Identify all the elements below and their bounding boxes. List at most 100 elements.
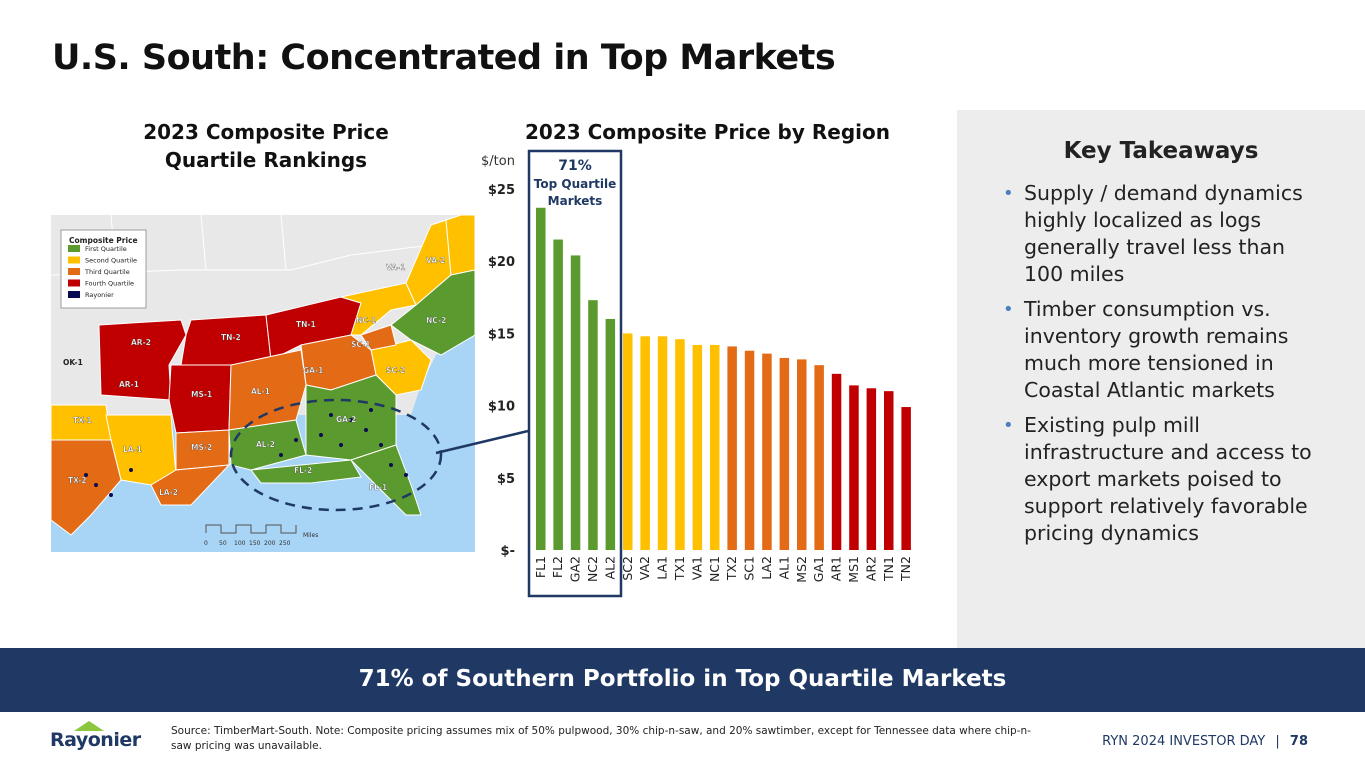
bar-chart: $/ton $- $5 $10 $15 $20 $25 FL1 FL2 GA2 NC2 AL2 SC2…	[481, 149, 913, 598]
rayonier-logo-mark	[74, 721, 104, 731]
x-tick-label: AL1	[776, 556, 791, 579]
bar-sc2	[623, 333, 633, 550]
region-label: GA-1	[303, 366, 323, 375]
scale-unit: Miles	[303, 532, 318, 539]
map-legend: Composite Price First Quartile Second Qua…	[60, 229, 147, 309]
region-label: TX-2	[68, 476, 87, 485]
bar-ga2	[570, 255, 581, 550]
bullet-icon: •	[1003, 299, 1014, 320]
x-tick-label: VA2	[637, 556, 652, 580]
x-tick-label: GA2	[568, 556, 583, 582]
bar-va1	[692, 344, 703, 550]
bar-fl1	[536, 207, 546, 550]
region-label: SC-2	[386, 366, 405, 375]
event-label: RYN 2024 INVESTOR DAY	[1102, 734, 1266, 749]
bar-al1	[779, 357, 790, 550]
region-label: AL-2	[256, 440, 275, 449]
map-graphic: Composite Price First Quartile Second Qua…	[51, 215, 475, 552]
x-tick-label: TN2	[898, 556, 913, 582]
bar-series	[536, 207, 911, 550]
bar-tn1	[884, 391, 894, 550]
scale-tick-label: 250	[279, 540, 291, 547]
y-tick-label: $20	[488, 255, 515, 270]
bar-tn2	[901, 407, 911, 550]
x-tick-label: TX2	[724, 556, 739, 581]
region-label: NC-1	[356, 316, 376, 325]
legend-swatch	[68, 245, 80, 252]
legend-item-label: Fourth Quartile	[85, 280, 134, 288]
takeaways-list: • Supply / demand dynamics highly localiz…	[1003, 180, 1323, 555]
bar-ga1	[814, 365, 824, 550]
legend-title: Composite Price	[69, 236, 138, 245]
region-label: MS-1	[191, 390, 212, 399]
bar-la2	[762, 353, 772, 550]
quartile-map: Composite Price First Quartile Second Qua…	[51, 215, 475, 552]
region-label: VA-2	[426, 256, 445, 265]
bar-tx2	[727, 346, 737, 550]
region-label: GA-2	[336, 415, 356, 424]
x-tick-label: MS1	[846, 556, 861, 583]
x-tick-label: LA2	[759, 556, 774, 580]
takeaway-item: • Existing pulp mill infrastructure and a…	[1003, 413, 1312, 545]
takeaway-item: • Timber consumption vs. inventory growth…	[1003, 297, 1289, 402]
region-label: AR-2	[131, 338, 151, 347]
takeaway-item: • Supply / demand dynamics highly localiz…	[1003, 181, 1303, 286]
bar-al2	[605, 318, 616, 550]
bar-va2	[640, 336, 650, 550]
legend-item-label: First Quartile	[85, 245, 127, 253]
summary-banner-text: 71% of Southern Portfolio in Top Quartil…	[358, 666, 1007, 692]
takeaways-panel	[957, 110, 1365, 650]
x-tick-label: SC1	[742, 556, 757, 581]
summary-banner	[0, 648, 1365, 712]
region-label: OK-1	[63, 358, 83, 367]
top-quartile-callout-box	[527, 149, 623, 598]
region-label: AR-1	[119, 380, 139, 389]
footer-event: RYN 2024 INVESTOR DAY | 78	[1102, 734, 1308, 749]
x-tick-label: NC1	[707, 556, 722, 582]
map-scale-bar: 0 50 100 150 200 250 Miles	[204, 524, 318, 547]
bar-ar1	[831, 373, 842, 550]
x-tick-label: TX1	[672, 556, 687, 581]
bullet-icon: •	[1003, 415, 1014, 436]
y-tick-label: $5	[497, 472, 515, 487]
legend-item-label: Rayonier	[85, 291, 114, 299]
legend-item-label: Third Quartile	[84, 268, 130, 276]
scale-tick-label: 200	[264, 540, 276, 547]
region-label: TN-1	[296, 320, 316, 329]
x-axis: FL1 FL2 GA2 NC2 AL2 SC2 VA2 LA1 TX1 VA1 NC1 TX2 SC1 L…	[533, 556, 913, 583]
legend-swatch	[68, 291, 80, 298]
region-label: AL-1	[251, 387, 270, 396]
chart-title: 2023 Composite Price by Region	[525, 120, 890, 144]
bar-la1	[657, 336, 668, 550]
page-title: U.S. South: Concentrated in Top Markets	[52, 38, 836, 78]
bar-nc1	[710, 344, 720, 550]
y-tick-label: $15	[488, 327, 515, 342]
source-note: Source: TimberMart-South. Note: Composit…	[171, 725, 1031, 752]
region-label: TN-2	[221, 333, 241, 342]
takeaways-title: Key Takeaways	[1063, 138, 1259, 164]
x-tick-label: VA1	[689, 556, 704, 580]
region-label: FL-2	[294, 466, 312, 475]
x-tick-label: TN1	[881, 556, 896, 582]
scale-tick-label: 100	[234, 540, 246, 547]
bar-nc2	[588, 300, 598, 550]
legend-swatch	[68, 279, 80, 287]
map-title: 2023 Composite Price Quartile Rankings	[143, 120, 389, 172]
region-label: FL-1	[369, 483, 387, 492]
legend-item-label: Second Quartile	[85, 257, 137, 265]
region-label: LA-1	[123, 445, 142, 454]
x-tick-label: MS2	[794, 556, 809, 583]
x-tick-label: AL2	[602, 556, 617, 579]
callout-label-1: Top Quartile	[534, 177, 616, 191]
bar-ar2	[866, 388, 877, 550]
y-axis-unit: $/ton	[481, 154, 515, 169]
legend-swatch	[68, 268, 80, 275]
region-label: TX-1	[73, 416, 92, 425]
y-tick-label: $25	[488, 183, 515, 198]
x-tick-label: NC2	[585, 556, 600, 582]
y-axis: $/ton $- $5 $10 $15 $20 $25	[481, 154, 515, 559]
region-label: VA-1	[386, 263, 405, 272]
region-label: LA-2	[159, 488, 178, 497]
region-label: SC-1	[351, 340, 370, 349]
page-number: 78	[1289, 734, 1308, 749]
